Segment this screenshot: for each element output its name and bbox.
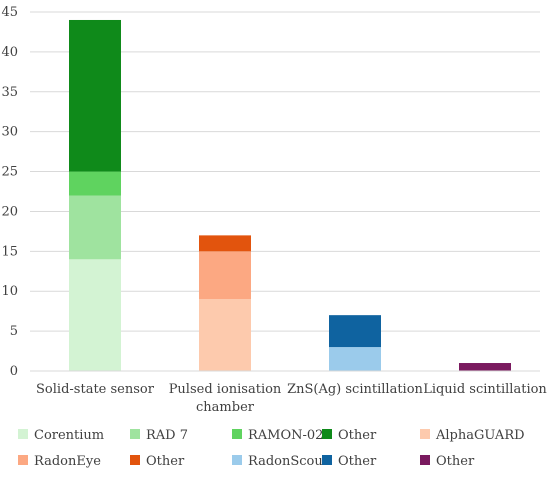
legend-swatch bbox=[322, 429, 332, 439]
y-tick-label: 15 bbox=[1, 244, 18, 259]
legend-swatch bbox=[130, 429, 140, 439]
bar-segment bbox=[459, 363, 511, 371]
x-category-label: Solid-state sensor bbox=[36, 382, 155, 397]
bar-segment bbox=[69, 259, 121, 371]
y-tick-label: 25 bbox=[1, 165, 18, 180]
y-tick-label: 35 bbox=[1, 85, 18, 100]
legend-item: RAD 7 bbox=[130, 428, 188, 443]
x-category-label: Pulsed ionisation bbox=[169, 382, 282, 397]
x-category-label: ZnS(Ag) scintillation bbox=[287, 382, 423, 397]
y-tick-label: 45 bbox=[1, 5, 18, 20]
bar-segment bbox=[329, 315, 381, 348]
y-tick-label: 5 bbox=[10, 324, 18, 339]
legend-item: Other bbox=[420, 454, 475, 469]
legend-swatch bbox=[130, 455, 140, 465]
legend-swatch bbox=[232, 455, 242, 465]
legend: Corentium RAD 7 RAMON-02 Other AlphaGUARD Rad… bbox=[18, 428, 525, 469]
bar-segment bbox=[329, 347, 381, 371]
y-tick-label: 20 bbox=[1, 204, 18, 219]
bars bbox=[69, 19, 511, 371]
legend-item: Corentium bbox=[18, 428, 104, 443]
legend-item: RadonScout bbox=[232, 454, 329, 469]
legend-label: Corentium bbox=[34, 428, 104, 443]
legend-label: Other bbox=[338, 428, 377, 443]
legend-label: Other bbox=[436, 454, 475, 469]
legend-item: Other bbox=[130, 454, 185, 469]
legend-swatch bbox=[232, 429, 242, 439]
legend-label: RAMON-02 bbox=[248, 428, 323, 443]
legend-swatch bbox=[18, 429, 28, 439]
legend-item: RAMON-02 bbox=[232, 428, 323, 443]
x-category-label: chamber bbox=[196, 400, 255, 415]
legend-item: Other bbox=[322, 454, 377, 469]
y-tick-label: 30 bbox=[1, 125, 18, 140]
bar-segment bbox=[69, 19, 121, 172]
y-tick-label: 0 bbox=[10, 364, 18, 379]
legend-label: Other bbox=[146, 454, 185, 469]
legend-swatch bbox=[420, 455, 430, 465]
y-tick-label: 10 bbox=[1, 284, 18, 299]
legend-label: RAD 7 bbox=[146, 428, 188, 443]
legend-item: Other bbox=[322, 428, 377, 443]
bar-segment bbox=[69, 195, 121, 260]
legend-swatch bbox=[18, 455, 28, 465]
legend-swatch bbox=[322, 455, 332, 465]
x-axis-category-labels: Solid-state sensor Pulsed ionisation chamb… bbox=[36, 382, 547, 415]
bar-segment bbox=[199, 235, 251, 252]
legend-label: RadonScout bbox=[248, 454, 329, 469]
bar-segment bbox=[199, 251, 251, 300]
x-category-label: Liquid scintillation bbox=[423, 382, 547, 397]
bar-segment bbox=[199, 299, 251, 371]
y-axis-ticks: 0 5 10 15 20 25 30 35 40 45 bbox=[1, 5, 18, 379]
legend-label: Other bbox=[338, 454, 377, 469]
legend-label: AlphaGUARD bbox=[435, 428, 525, 443]
legend-item: RadonEye bbox=[18, 454, 101, 469]
bar-segment bbox=[69, 171, 121, 196]
y-tick-label: 40 bbox=[1, 45, 18, 60]
legend-swatch bbox=[420, 429, 430, 439]
legend-label: RadonEye bbox=[34, 454, 101, 469]
legend-item: AlphaGUARD bbox=[420, 428, 525, 443]
